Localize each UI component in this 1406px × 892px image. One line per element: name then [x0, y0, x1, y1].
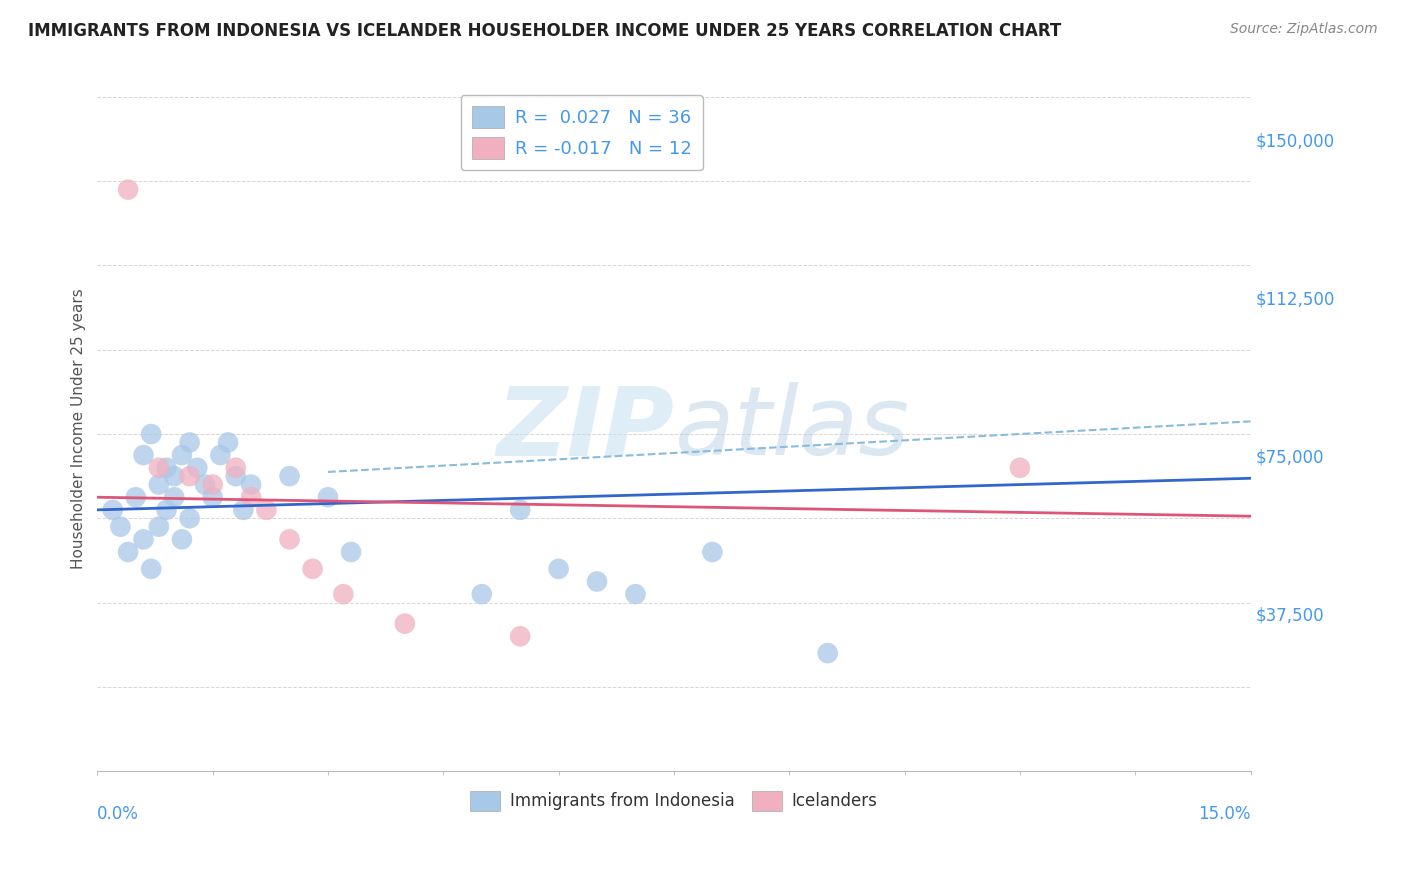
Point	[194, 477, 217, 491]
Point	[148, 477, 170, 491]
Point	[278, 533, 301, 547]
Text: Source: ZipAtlas.com: Source: ZipAtlas.com	[1230, 22, 1378, 37]
Point	[132, 448, 155, 462]
Point	[179, 511, 201, 525]
Point	[394, 616, 416, 631]
Point	[232, 503, 254, 517]
Point	[179, 435, 201, 450]
Point	[240, 477, 263, 491]
Point	[148, 460, 170, 475]
Point	[155, 503, 177, 517]
Point	[702, 545, 724, 559]
Point	[225, 460, 247, 475]
Y-axis label: Householder Income Under 25 years: Householder Income Under 25 years	[72, 288, 86, 569]
Point	[141, 562, 163, 576]
Point	[817, 646, 839, 660]
Point	[217, 435, 239, 450]
Text: atlas: atlas	[673, 383, 908, 475]
Point	[110, 519, 132, 533]
Point	[101, 503, 124, 517]
Text: 15.0%: 15.0%	[1198, 805, 1250, 823]
Point	[132, 533, 155, 547]
Point	[201, 490, 224, 504]
Point	[170, 448, 193, 462]
Point	[471, 587, 494, 601]
Point	[125, 490, 148, 504]
Point	[179, 469, 201, 483]
Point	[148, 519, 170, 533]
Point	[586, 574, 609, 589]
Text: IMMIGRANTS FROM INDONESIA VS ICELANDER HOUSEHOLDER INCOME UNDER 25 YEARS CORRELA: IMMIGRANTS FROM INDONESIA VS ICELANDER H…	[28, 22, 1062, 40]
Point	[340, 545, 363, 559]
Point	[316, 490, 339, 504]
Point	[624, 587, 647, 601]
Point	[170, 533, 193, 547]
Text: 0.0%: 0.0%	[97, 805, 139, 823]
Point	[155, 460, 177, 475]
Point	[547, 562, 569, 576]
Point	[163, 469, 186, 483]
Point	[1008, 460, 1031, 475]
Point	[117, 545, 139, 559]
Point	[186, 460, 208, 475]
Point	[209, 448, 232, 462]
Point	[163, 490, 186, 504]
Point	[332, 587, 354, 601]
Point	[117, 183, 139, 197]
Legend: Immigrants from Indonesia, Icelanders: Immigrants from Indonesia, Icelanders	[464, 784, 884, 818]
Point	[240, 490, 263, 504]
Text: ZIP: ZIP	[496, 383, 673, 475]
Point	[278, 469, 301, 483]
Point	[509, 629, 531, 643]
Point	[141, 427, 163, 442]
Point	[301, 562, 323, 576]
Point	[225, 469, 247, 483]
Point	[256, 503, 278, 517]
Point	[509, 503, 531, 517]
Point	[201, 477, 224, 491]
